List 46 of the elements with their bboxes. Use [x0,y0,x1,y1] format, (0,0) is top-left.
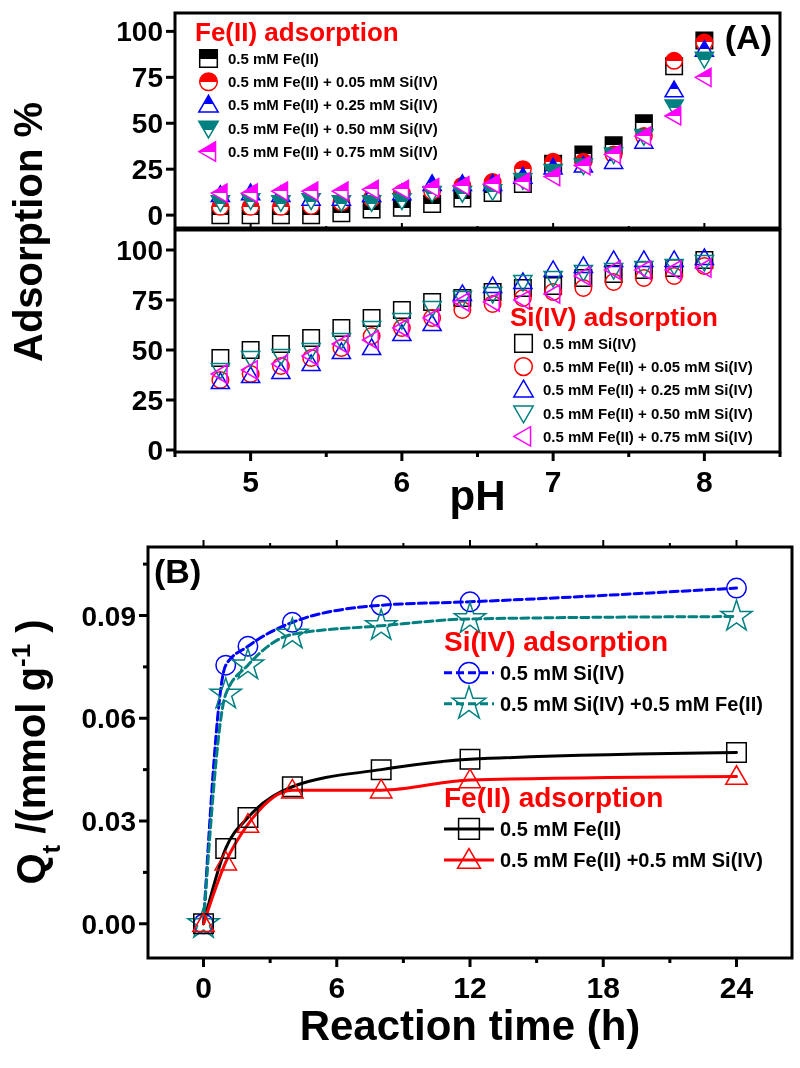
y-tick-label: 0.09 [81,600,136,632]
x-tick-label: 8 [696,465,713,498]
text: Si(IV) adsorption [510,301,718,332]
legend-label: 0.5 mM Fe(II) + 0.25 mM Si(IV) [228,96,438,114]
y-axis-title: Adsorption % [6,102,50,362]
legend-label: 0.5 mM Fe(II) + 0.75 mM Si(IV) [228,142,438,160]
text: Si(IV) adsorption [444,625,668,657]
text: Fe(II) adsorption [444,782,664,814]
x-tick-label: 6 [328,971,346,1004]
y-tick-label: 25 [131,385,163,417]
y-tick-label: 0 [147,200,163,232]
legend-label: 0.5 mM Fe(II) + 0.05 mM Si(IV) [228,73,438,91]
y-tick-label: 0.00 [81,908,136,940]
x-tick-label: 18 [586,971,620,1004]
y-tick-label: 25 [131,154,163,186]
legend-label: 0.5 mM Fe(II) + 0.25 mM Si(IV) [543,381,753,399]
legend-label: 0.5 mM Si(IV) [500,661,625,684]
y-tick-label: 100 [116,235,163,267]
y-tick-label: 0 [147,435,163,467]
legend-label: 0.5 mM Fe(II) [500,818,622,841]
y-tick-label: 100 [116,16,163,48]
x-tick-label: 24 [719,971,754,1004]
legend-label: 0.5 mM Fe(II) +0.5 mM Si(IV) [500,849,763,872]
y-tick-label: 50 [131,108,163,140]
annotation: (A) [724,18,772,56]
x-tick-label: 12 [453,971,487,1004]
y-tick-label: 75 [131,62,163,94]
text: Fe(II) adsorption [195,16,399,47]
x-tick-label: 6 [393,465,411,498]
legend-label: 0.5 mM Fe(II) + 0.75 mM Si(IV) [543,427,753,445]
y-tick-label: 50 [131,335,163,367]
y-tick-label: 0.03 [81,806,136,838]
x-axis-title: Reaction time (h) [299,1002,641,1049]
legend-label: 0.5 mM Si(IV) +0.5 mM Fe(II) [500,692,763,715]
legend-label: 0.5 mM Fe(II) + 0.50 mM Si(IV) [543,404,753,422]
y-tick-label: 0.06 [81,703,136,735]
legend-label: 0.5 mM Si(IV) [543,334,637,352]
x-tick-label: 7 [544,465,562,498]
annotation: (B) [154,552,202,590]
x-axis-title: pH [449,472,506,519]
x-tick-label: 5 [242,465,259,498]
x-tick-label: 0 [195,971,212,1004]
legend-label: 0.5 mM Fe(II) + 0.50 mM Si(IV) [228,119,438,137]
legend-label: 0.5 mM Fe(II) + 0.05 mM Si(IV) [543,358,753,376]
y-tick-label: 75 [131,285,163,317]
legend-label: 0.5 mM Fe(II) [228,49,319,67]
